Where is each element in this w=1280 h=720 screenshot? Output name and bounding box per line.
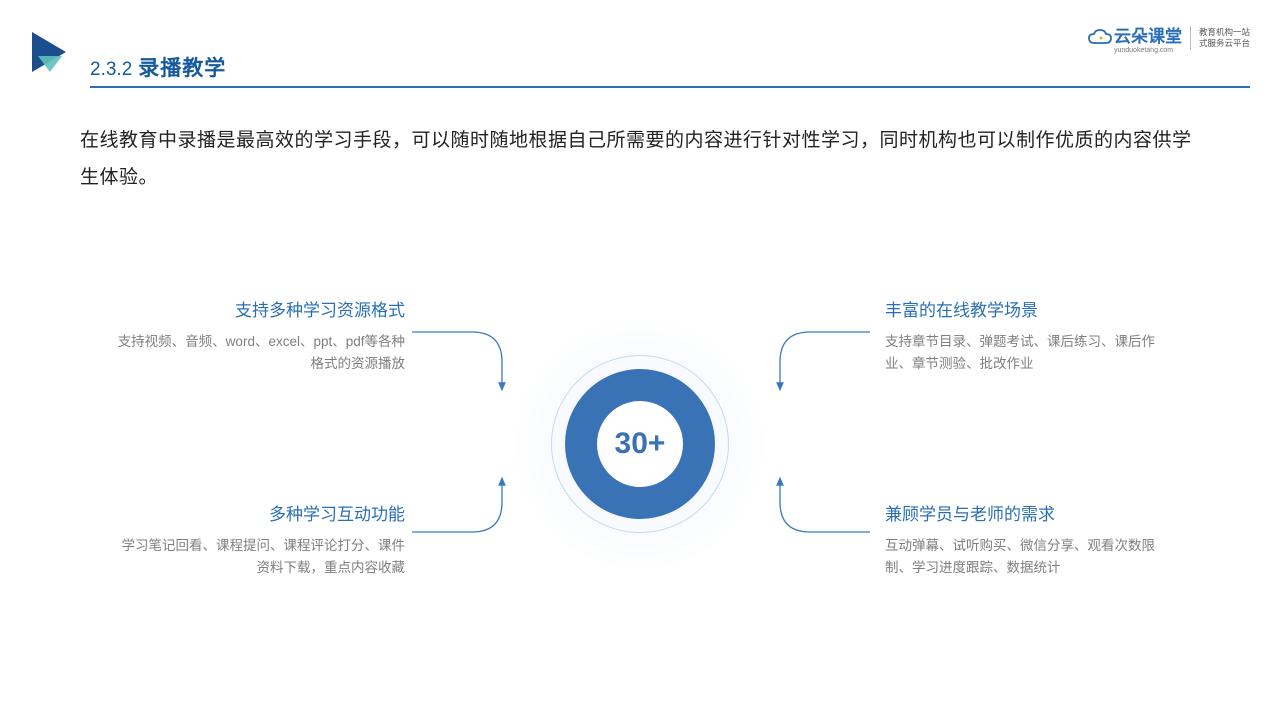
intro-paragraph: 在线教育中录播是最高效的学习手段，可以随时随地根据自己所需要的内容进行针对性学习… bbox=[80, 122, 1200, 196]
logo-brand-text: 云朵课堂 bbox=[1114, 22, 1182, 47]
cloud-icon bbox=[1088, 29, 1112, 47]
feature-title: 兼顾学员与老师的需求 bbox=[885, 500, 1175, 525]
section-heading: 录播教学 bbox=[138, 52, 226, 82]
feature-desc: 支持章节目录、弹题考试、课后练习、课后作业、章节测验、批改作业 bbox=[885, 331, 1175, 376]
logo-tagline: 教育机构一站 式服务云平台 bbox=[1199, 27, 1250, 49]
feature-bottom-right: 兼顾学员与老师的需求 互动弹幕、试听购买、微信分享、观看次数限制、学习进度跟踪、… bbox=[885, 500, 1175, 580]
center-ring: 30+ bbox=[565, 369, 715, 519]
feature-desc: 互动弹幕、试听购买、微信分享、观看次数限制、学习进度跟踪、数据统计 bbox=[885, 535, 1175, 580]
section-number: 2.3.2 bbox=[90, 59, 132, 81]
logo-domain: yunduoketang.com bbox=[1114, 47, 1182, 54]
title-underline bbox=[90, 86, 1250, 88]
center-outline: 30+ bbox=[551, 355, 729, 533]
logo-separator bbox=[1190, 26, 1191, 50]
feature-title: 丰富的在线教学场景 bbox=[885, 296, 1175, 321]
feature-bottom-left: 多种学习互动功能 学习笔记回看、课程提问、课程评论打分、课件资料下载，重点内容收… bbox=[115, 500, 405, 580]
feature-top-right: 丰富的在线教学场景 支持章节目录、弹题考试、课后练习、课后作业、章节测验、批改作… bbox=[885, 296, 1175, 376]
feature-title: 多种学习互动功能 bbox=[115, 500, 405, 525]
center-value: 30+ bbox=[615, 427, 666, 461]
brand-logo: 云朵课堂 yunduoketang.com 教育机构一站 式服务云平台 bbox=[1088, 22, 1250, 54]
feature-top-left: 支持多种学习资源格式 支持视频、音频、word、excel、ppt、pdf等各种… bbox=[115, 296, 405, 376]
feature-desc: 学习笔记回看、课程提问、课程评论打分、课件资料下载，重点内容收藏 bbox=[115, 535, 405, 580]
center-inner: 30+ bbox=[597, 401, 683, 487]
feature-desc: 支持视频、音频、word、excel、ppt、pdf等各种格式的资源播放 bbox=[115, 331, 405, 376]
section-title: 2.3.2 录播教学 bbox=[90, 52, 226, 82]
feature-diagram: 30+ 支持多种学习资源格式 支持视频、音频、word、excel、ppt、pd… bbox=[0, 260, 1280, 680]
center-halo: 30+ bbox=[510, 314, 770, 574]
feature-title: 支持多种学习资源格式 bbox=[115, 296, 405, 321]
slide-bullet-icon bbox=[32, 32, 72, 72]
